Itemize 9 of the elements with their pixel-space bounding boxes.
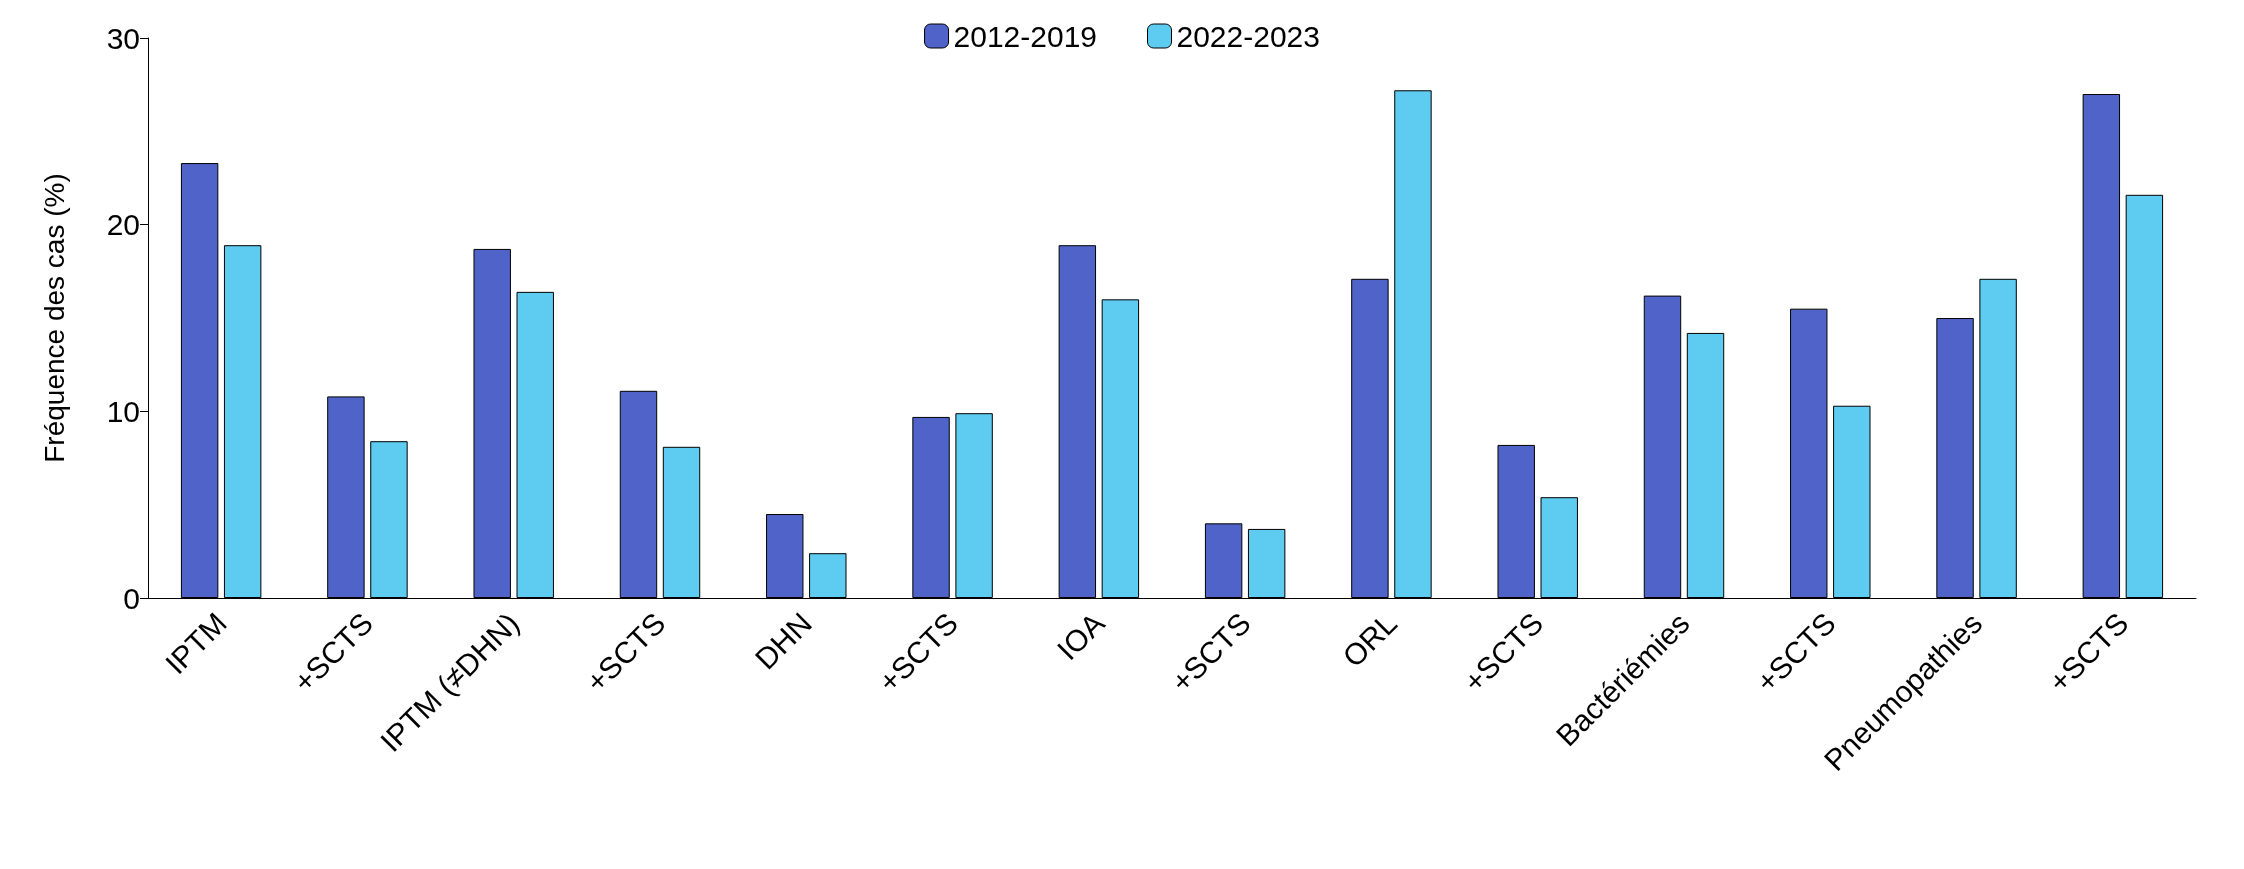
y-tick-label: 20	[106, 208, 140, 242]
legend-label: 2012-2019	[953, 19, 1097, 53]
y-axis-title: Fréquence des cas (%)	[38, 173, 70, 463]
legend-label: 2022-2023	[1176, 19, 1320, 53]
y-tick-label: 10	[106, 394, 140, 428]
y-tick-label: 0	[123, 581, 140, 615]
x-tick-label: IOA	[1050, 606, 1111, 667]
x-tick-label: ORL	[1336, 606, 1404, 674]
y-tick-label: 30	[106, 21, 140, 55]
